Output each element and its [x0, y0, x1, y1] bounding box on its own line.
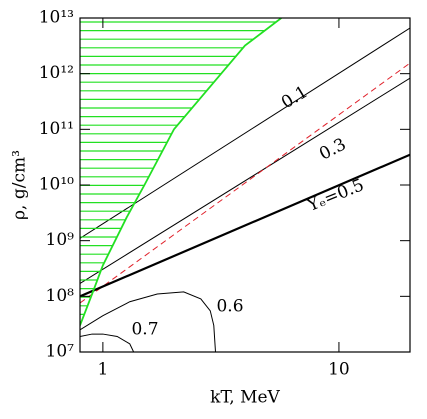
y-tick-label: 10⁸: [46, 286, 75, 306]
series-line: [80, 153, 410, 298]
y-tick-label: 10¹²: [39, 63, 74, 83]
y-tick-label: 10¹¹: [39, 119, 74, 139]
series-label: 0.6: [216, 297, 243, 317]
series-label: 0.7: [131, 320, 158, 340]
x-tick-label: 10: [328, 360, 350, 380]
x-axis-label: kT, MeV: [210, 388, 280, 408]
series-line: [80, 62, 410, 304]
y-tick-label: 10⁷: [46, 342, 75, 362]
x-tick-label: 1: [97, 360, 108, 380]
y-tick-label: 10¹³: [39, 8, 74, 28]
series-line: [80, 333, 135, 352]
series-label: Yₑ=0.5: [304, 175, 367, 216]
y-tick-label: 10⁹: [46, 230, 75, 250]
series-line: [80, 18, 282, 326]
series-label: 0.3: [316, 135, 349, 165]
y-axis-label: ρ, g/cm³: [10, 150, 30, 220]
y-tick-label: 10¹⁰: [39, 175, 74, 195]
series-line: [80, 291, 217, 352]
series-line: [80, 77, 410, 284]
